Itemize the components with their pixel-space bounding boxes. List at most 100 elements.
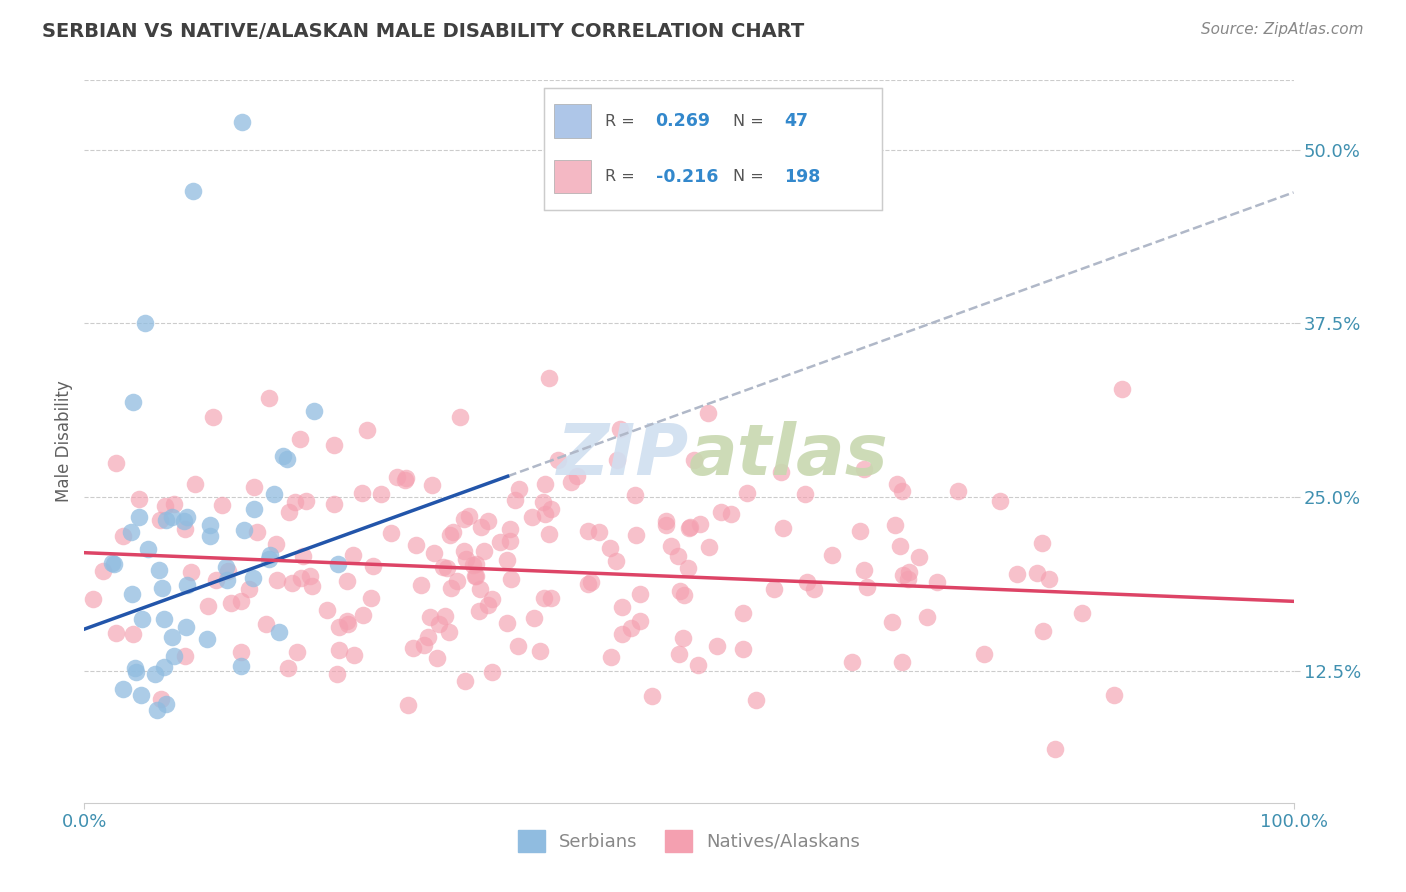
Point [173, 522, 195, 536]
Point [696, 406, 718, 420]
Point [508, 482, 530, 496]
Point [678, 521, 700, 535]
Point [259, 391, 281, 405]
Point [122, 627, 145, 641]
Point [697, 541, 720, 555]
Point [470, 582, 492, 596]
Point [537, 527, 560, 541]
Point [1071, 606, 1094, 620]
Point [477, 598, 499, 612]
Point [238, 582, 260, 596]
Point [710, 505, 733, 519]
Point [576, 577, 599, 591]
Point [890, 484, 912, 499]
Point [315, 603, 337, 617]
Point [198, 518, 221, 533]
Point [267, 624, 290, 639]
Point [163, 648, 186, 663]
Point [198, 529, 221, 543]
Point [610, 627, 633, 641]
Point [453, 544, 475, 558]
Point [720, 507, 742, 521]
Point [128, 510, 150, 524]
Point [1026, 566, 1049, 580]
Point [342, 549, 364, 563]
Point [499, 522, 522, 536]
Point [396, 698, 419, 713]
Point [337, 617, 360, 632]
Point [146, 703, 169, 717]
Point [891, 655, 914, 669]
Point [211, 498, 233, 512]
Point [155, 513, 177, 527]
Point [427, 617, 450, 632]
Point [678, 520, 700, 534]
Point [360, 591, 382, 606]
Point [195, 632, 218, 647]
Point [889, 539, 911, 553]
Point [328, 620, 350, 634]
Point [363, 558, 385, 573]
Point [101, 556, 124, 570]
Point [291, 549, 314, 563]
Point [503, 493, 526, 508]
Point [624, 528, 647, 542]
Point [481, 591, 503, 606]
Point [136, 542, 159, 557]
Point [669, 584, 692, 599]
Point [246, 525, 269, 540]
Point [499, 534, 522, 549]
Point [402, 640, 425, 655]
Point [162, 509, 184, 524]
Point [219, 596, 242, 610]
Point [180, 565, 202, 579]
Point [560, 475, 582, 490]
Point [413, 638, 436, 652]
Point [112, 529, 135, 543]
Point [508, 640, 530, 654]
Point [288, 432, 311, 446]
Point [387, 469, 409, 483]
Point [623, 488, 645, 502]
Point [1032, 624, 1054, 639]
Point [897, 573, 920, 587]
Point [884, 518, 907, 533]
Point [579, 575, 602, 590]
Point [852, 563, 875, 577]
Legend: Serbians, Natives/Alaskans: Serbians, Natives/Alaskans [510, 822, 868, 859]
Point [628, 614, 651, 628]
Point [229, 658, 252, 673]
Point [290, 571, 312, 585]
Point [849, 524, 872, 538]
Point [533, 591, 555, 605]
Point [426, 651, 449, 665]
Point [599, 650, 621, 665]
Point [735, 486, 758, 500]
Point [149, 513, 172, 527]
Point [898, 565, 921, 579]
Point [803, 582, 825, 597]
Point [609, 422, 631, 436]
Point [174, 620, 197, 634]
Point [440, 581, 463, 595]
Point [446, 574, 468, 588]
Point [125, 665, 148, 680]
Point [263, 486, 285, 500]
Point [124, 661, 146, 675]
Point [464, 569, 486, 583]
Point [689, 516, 711, 531]
Text: atlas: atlas [689, 422, 889, 491]
Y-axis label: Male Disability: Male Disability [55, 381, 73, 502]
Point [463, 558, 485, 572]
Point [672, 632, 695, 646]
Point [449, 409, 471, 424]
Text: Source: ZipAtlas.com: Source: ZipAtlas.com [1201, 22, 1364, 37]
Point [202, 409, 225, 424]
Point [419, 609, 441, 624]
Point [437, 625, 460, 640]
Point [271, 449, 294, 463]
Point [547, 453, 569, 467]
Point [1102, 688, 1125, 702]
Point [821, 548, 844, 562]
Point [215, 559, 238, 574]
